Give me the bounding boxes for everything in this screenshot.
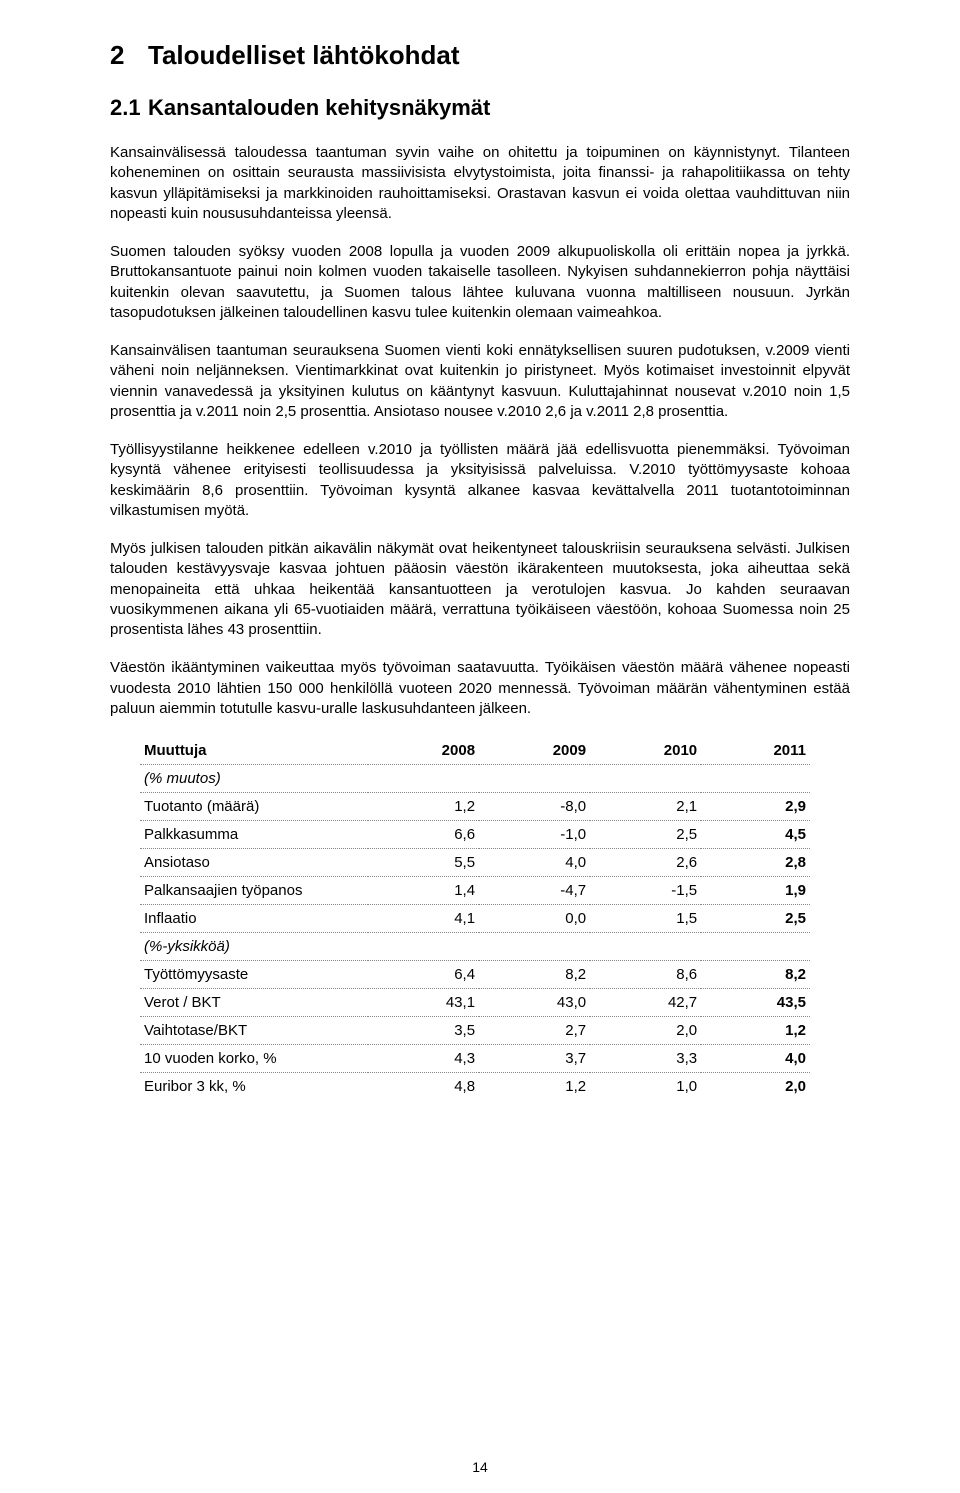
paragraph: Väestön ikääntyminen vaikeuttaa myös työ… bbox=[110, 658, 850, 719]
table-row: Palkkasumma 6,6 -1,0 2,5 4,5 bbox=[140, 821, 810, 849]
table-header-col: 2010 bbox=[590, 737, 701, 765]
table-cell: 10 vuoden korko, % bbox=[140, 1045, 368, 1073]
table-header-col: 2009 bbox=[479, 737, 590, 765]
document-page: 2Taloudelliset lähtökohdat 2.1Kansantalo… bbox=[0, 0, 960, 1493]
table-cell: 2,8 bbox=[701, 849, 810, 877]
table-row: Vaihtotase/BKT 3,5 2,7 2,0 1,2 bbox=[140, 1017, 810, 1045]
table-cell: 2,6 bbox=[590, 849, 701, 877]
table-cell: 8,2 bbox=[479, 961, 590, 989]
table-cell: 43,0 bbox=[479, 989, 590, 1017]
table-cell: 6,6 bbox=[368, 821, 479, 849]
table-header-label: Muuttuja bbox=[140, 737, 368, 765]
table-cell: 2,7 bbox=[479, 1017, 590, 1045]
table-cell: 1,9 bbox=[701, 877, 810, 905]
table-row: Verot / BKT 43,1 43,0 42,7 43,5 bbox=[140, 989, 810, 1017]
table-row: Ansiotaso 5,5 4,0 2,6 2,8 bbox=[140, 849, 810, 877]
table-cell: 4,3 bbox=[368, 1045, 479, 1073]
table-cell: 2,0 bbox=[590, 1017, 701, 1045]
paragraph: Myös julkisen talouden pitkän aikavälin … bbox=[110, 539, 850, 640]
heading-1: 2Taloudelliset lähtökohdat bbox=[110, 40, 850, 71]
paragraph: Suomen talouden syöksy vuoden 2008 lopul… bbox=[110, 242, 850, 323]
table-row: Inflaatio 4,1 0,0 1,5 2,5 bbox=[140, 905, 810, 933]
table-cell: -1,0 bbox=[479, 821, 590, 849]
table-cell: Palkkasumma bbox=[140, 821, 368, 849]
table-row: Tuotanto (määrä) 1,2 -8,0 2,1 2,9 bbox=[140, 793, 810, 821]
table-cell: 2,1 bbox=[590, 793, 701, 821]
table-cell: 2,0 bbox=[701, 1073, 810, 1101]
table-cell: 1,2 bbox=[701, 1017, 810, 1045]
table-row: Työttömyysaste 6,4 8,2 8,6 8,2 bbox=[140, 961, 810, 989]
heading-2-number: 2.1 bbox=[110, 95, 148, 121]
table-cell: 2,9 bbox=[701, 793, 810, 821]
table-cell: -4,7 bbox=[479, 877, 590, 905]
data-table-wrap: Muuttuja 2008 2009 2010 2011 (% muutos) … bbox=[140, 737, 850, 1100]
heading-2: 2.1Kansantalouden kehitysnäkymät bbox=[110, 95, 850, 121]
table-cell: Inflaatio bbox=[140, 905, 368, 933]
table-section-label: (%-yksikköä) bbox=[140, 933, 810, 961]
table-cell: 0,0 bbox=[479, 905, 590, 933]
table-cell: 8,6 bbox=[590, 961, 701, 989]
table-cell: 4,5 bbox=[701, 821, 810, 849]
table-row: 10 vuoden korko, % 4,3 3,7 3,3 4,0 bbox=[140, 1045, 810, 1073]
table-cell: 1,0 bbox=[590, 1073, 701, 1101]
table-cell: Vaihtotase/BKT bbox=[140, 1017, 368, 1045]
table-cell: 4,0 bbox=[479, 849, 590, 877]
table-cell: 6,4 bbox=[368, 961, 479, 989]
table-cell: Verot / BKT bbox=[140, 989, 368, 1017]
table-cell: 2,5 bbox=[590, 821, 701, 849]
table-row: Palkansaajien työpanos 1,4 -4,7 -1,5 1,9 bbox=[140, 877, 810, 905]
table-row: Euribor 3 kk, % 4,8 1,2 1,0 2,0 bbox=[140, 1073, 810, 1101]
table-cell: 8,2 bbox=[701, 961, 810, 989]
table-cell: 3,7 bbox=[479, 1045, 590, 1073]
table-header-row: Muuttuja 2008 2009 2010 2011 bbox=[140, 737, 810, 765]
table-header-col: 2011 bbox=[701, 737, 810, 765]
table-cell: 1,2 bbox=[479, 1073, 590, 1101]
page-number: 14 bbox=[472, 1459, 488, 1475]
table-cell: 43,5 bbox=[701, 989, 810, 1017]
table-cell: 4,1 bbox=[368, 905, 479, 933]
table-cell: 3,5 bbox=[368, 1017, 479, 1045]
data-table: Muuttuja 2008 2009 2010 2011 (% muutos) … bbox=[140, 737, 810, 1100]
table-cell: Palkansaajien työpanos bbox=[140, 877, 368, 905]
heading-1-number: 2 bbox=[110, 40, 148, 71]
table-cell: 4,0 bbox=[701, 1045, 810, 1073]
table-cell: -8,0 bbox=[479, 793, 590, 821]
paragraph: Kansainvälisessä taloudessa taantuman sy… bbox=[110, 143, 850, 224]
table-cell: -1,5 bbox=[590, 877, 701, 905]
table-cell: Tuotanto (määrä) bbox=[140, 793, 368, 821]
table-cell: 1,2 bbox=[368, 793, 479, 821]
table-cell: 1,4 bbox=[368, 877, 479, 905]
table-cell: (% muutos) bbox=[140, 765, 368, 793]
paragraph: Kansainvälisen taantuman seurauksena Suo… bbox=[110, 341, 850, 422]
table-header-col: 2008 bbox=[368, 737, 479, 765]
paragraph: Työllisyystilanne heikkenee edelleen v.2… bbox=[110, 440, 850, 521]
table-cell: 42,7 bbox=[590, 989, 701, 1017]
table-cell: 3,3 bbox=[590, 1045, 701, 1073]
table-cell: 5,5 bbox=[368, 849, 479, 877]
table-section-label: (% muutos) bbox=[140, 765, 810, 793]
table-cell: Työttömyysaste bbox=[140, 961, 368, 989]
table-cell: 2,5 bbox=[701, 905, 810, 933]
table-cell: Euribor 3 kk, % bbox=[140, 1073, 368, 1101]
table-cell: Ansiotaso bbox=[140, 849, 368, 877]
table-cell: 1,5 bbox=[590, 905, 701, 933]
heading-1-text: Taloudelliset lähtökohdat bbox=[148, 40, 460, 70]
table-cell: 43,1 bbox=[368, 989, 479, 1017]
table-cell: (%-yksikköä) bbox=[140, 933, 368, 961]
table-cell: 4,8 bbox=[368, 1073, 479, 1101]
heading-2-text: Kansantalouden kehitysnäkymät bbox=[148, 95, 490, 120]
